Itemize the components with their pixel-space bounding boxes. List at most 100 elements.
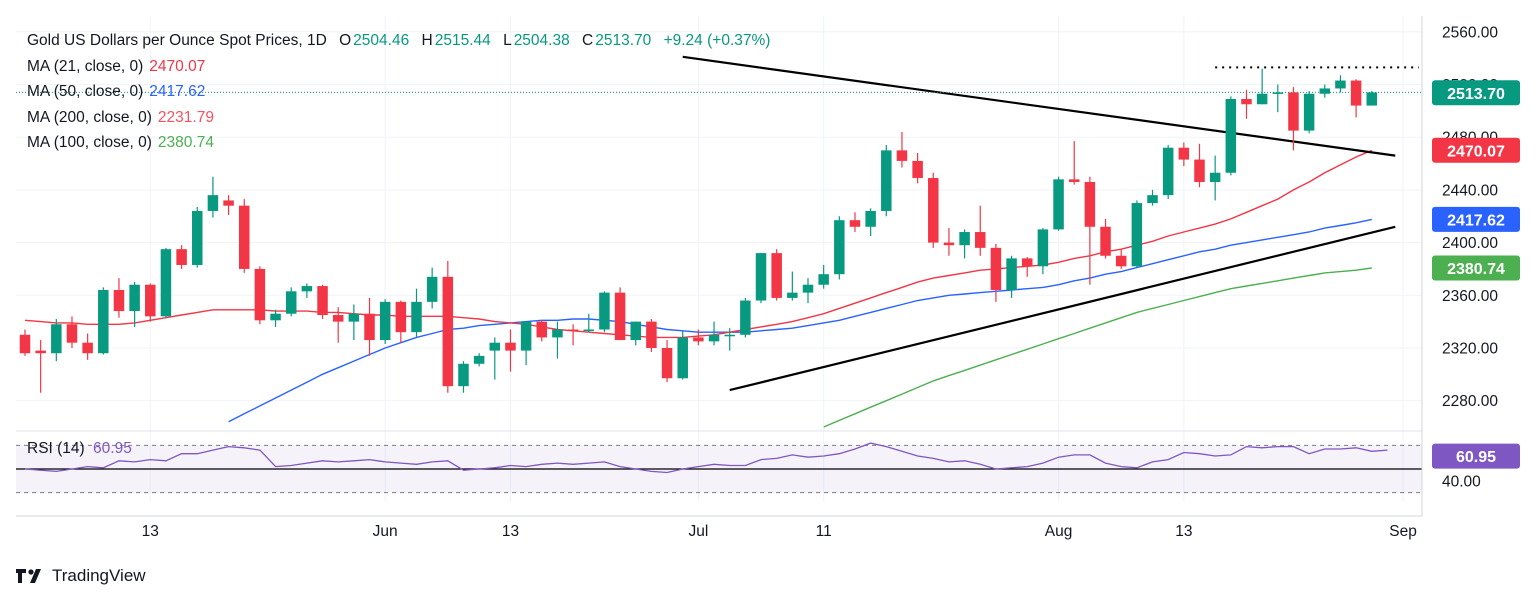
price-tag-text: 2417.62 xyxy=(1447,212,1505,229)
candle xyxy=(1037,228,1049,275)
candle-body xyxy=(834,220,845,275)
candle xyxy=(160,247,172,318)
candle-body xyxy=(1272,92,1284,94)
candle-body xyxy=(192,210,203,265)
candle-body xyxy=(536,321,548,338)
low-value: 2504.38 xyxy=(513,32,570,49)
candle xyxy=(646,318,657,352)
candle-body xyxy=(19,334,31,354)
candle xyxy=(834,216,845,280)
candle-body xyxy=(567,329,579,332)
candle xyxy=(19,329,31,356)
high-label: H xyxy=(421,32,433,49)
symbol-header: Gold US Dollars per Ounce Spot Prices, 1… xyxy=(27,28,772,54)
candle-body xyxy=(426,276,438,302)
candle-body xyxy=(630,321,641,341)
candle xyxy=(145,283,156,322)
candle xyxy=(1194,143,1205,188)
candle-body xyxy=(1225,98,1237,173)
candle xyxy=(1100,218,1111,259)
y-tick-label: 2400.00 xyxy=(1442,235,1498,252)
x-tick-label: Jun xyxy=(373,523,398,540)
y-tick-label: 2360.00 xyxy=(1442,288,1498,305)
candle-body xyxy=(661,347,673,379)
price-tag-bg xyxy=(1432,255,1520,281)
candle-body xyxy=(254,268,266,321)
candle-body xyxy=(1068,179,1080,182)
brand-name: TradingView xyxy=(52,566,146,585)
ma100-line xyxy=(823,267,1372,428)
candle-body xyxy=(395,301,407,333)
price-tag-text: 2470.07 xyxy=(1447,143,1505,160)
indicator-label: MA (21, close, 0) xyxy=(27,57,144,75)
x-tick-label: 13 xyxy=(502,523,519,540)
candle xyxy=(1335,75,1346,93)
candle-body xyxy=(1303,93,1315,131)
candle-body xyxy=(818,274,829,285)
candle xyxy=(207,176,219,218)
candle-body xyxy=(865,210,876,227)
candle-body xyxy=(238,205,250,269)
candle-body xyxy=(1084,181,1096,227)
candle xyxy=(489,337,501,380)
indicator-value: 2380.74 xyxy=(157,134,214,151)
candle-body xyxy=(1115,255,1127,267)
candle xyxy=(724,328,735,351)
candle xyxy=(301,283,313,298)
candle xyxy=(1084,176,1096,285)
candle xyxy=(82,333,93,360)
candle xyxy=(802,278,814,304)
candle-body xyxy=(599,292,610,330)
candlesticks xyxy=(19,68,1378,393)
candle xyxy=(1319,84,1331,98)
candle xyxy=(1225,96,1237,176)
candle-body xyxy=(1037,229,1049,267)
indicator-ma200[interactable]: MA (200, close, 0) 2231.79 xyxy=(27,105,772,131)
indicator-label: MA (50, close, 0) xyxy=(27,83,144,100)
candle-body xyxy=(1288,92,1299,131)
candle xyxy=(1366,91,1378,106)
candle xyxy=(552,321,563,359)
candle-body xyxy=(896,150,908,161)
trend-line xyxy=(682,55,1396,157)
rsi-tag-bg xyxy=(1432,443,1520,469)
candle xyxy=(1147,189,1158,206)
rsi-tag: 60.95 xyxy=(1432,443,1520,469)
y-tick-label: 2320.00 xyxy=(1442,340,1498,357)
candle xyxy=(1162,145,1174,200)
candle xyxy=(238,199,250,273)
candle-body xyxy=(285,291,297,314)
indicator-value: 2470.07 xyxy=(149,57,206,75)
candle xyxy=(912,153,923,184)
indicator-ma50[interactable]: MA (50, close, 0) 2417.62 xyxy=(27,79,772,105)
candle-body xyxy=(223,200,234,206)
indicator-ma100[interactable]: MA (100, close, 0) 2380.74 xyxy=(27,130,772,156)
candle-body xyxy=(411,301,422,333)
candle-body xyxy=(1194,159,1205,182)
candle-body xyxy=(145,284,156,317)
candle-body xyxy=(207,195,219,211)
price-tag-bg xyxy=(1432,80,1520,106)
candle-body xyxy=(975,232,986,248)
rsi-legend[interactable]: RSI (14) 60.95 xyxy=(27,440,132,458)
candle-body xyxy=(332,315,344,322)
candle xyxy=(1021,257,1033,277)
candle-body xyxy=(583,329,595,332)
candle-body xyxy=(1178,147,1190,160)
candle-body xyxy=(912,160,923,179)
candle xyxy=(254,266,266,325)
candle-body xyxy=(771,253,782,298)
candle-body xyxy=(317,286,328,316)
indicator-label: MA (100, close, 0) xyxy=(27,134,152,151)
candle xyxy=(1288,87,1299,151)
change-value: +9.24 (+0.37%) xyxy=(663,32,771,49)
tradingview-logo[interactable]: TradingView xyxy=(16,566,146,586)
candle xyxy=(1068,141,1080,185)
indicator-ma21[interactable]: MA (21, close, 0) 2470.07 xyxy=(27,54,772,80)
candle-body xyxy=(614,292,626,341)
x-tick-label: Aug xyxy=(1045,523,1073,540)
candle-body xyxy=(990,247,1002,290)
candle-body xyxy=(98,290,109,354)
candle-body xyxy=(473,355,485,364)
